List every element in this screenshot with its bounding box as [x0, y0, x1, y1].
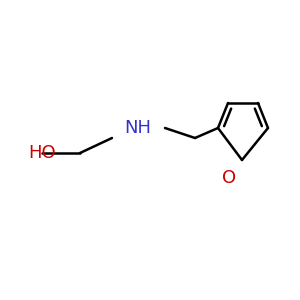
Text: NH: NH: [124, 119, 152, 137]
Text: O: O: [222, 169, 236, 187]
Text: HO: HO: [28, 144, 56, 162]
